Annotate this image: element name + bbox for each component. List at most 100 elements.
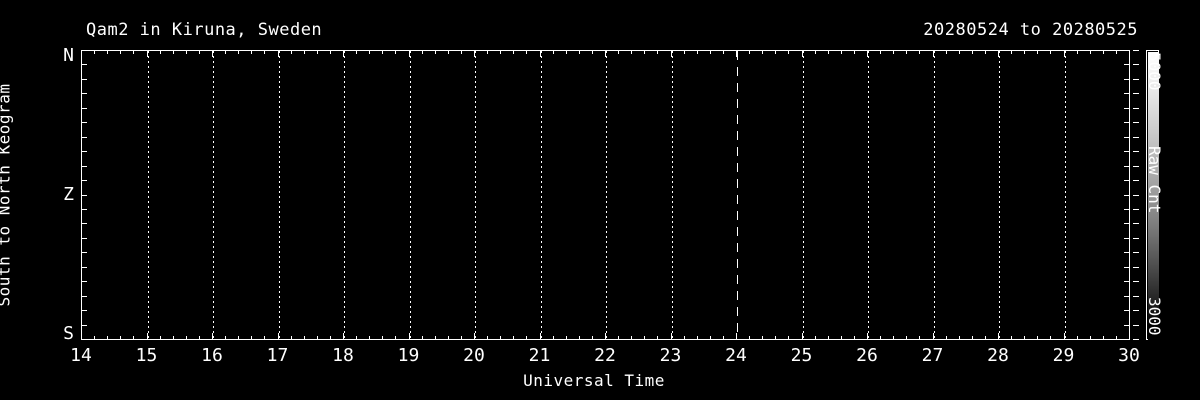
x-axis-tick-label: 23 bbox=[659, 345, 682, 366]
y-axis-tick bbox=[81, 180, 87, 182]
y-axis-tick bbox=[81, 151, 87, 153]
x-axis-minor-tick bbox=[513, 336, 515, 340]
x-axis-tick bbox=[670, 333, 672, 340]
x-axis-tick bbox=[343, 333, 344, 340]
x-axis-minor-tick bbox=[1102, 50, 1104, 54]
gridline bbox=[606, 51, 607, 339]
y-axis-tick bbox=[1124, 151, 1130, 153]
colorbar-tick bbox=[1133, 237, 1139, 239]
x-axis-minor-tick bbox=[290, 336, 292, 340]
x-axis-tick bbox=[1063, 50, 1065, 57]
x-axis-minor-tick bbox=[369, 50, 371, 54]
colorbar-tick bbox=[1133, 107, 1139, 109]
y-axis-tick bbox=[1124, 324, 1130, 326]
y-axis-tick bbox=[1124, 107, 1130, 109]
x-axis-minor-tick bbox=[1076, 336, 1078, 340]
x-axis-minor-tick bbox=[618, 336, 620, 340]
x-axis-minor-tick bbox=[631, 336, 633, 340]
x-axis-tick-label: 17 bbox=[266, 345, 289, 366]
x-axis-tick bbox=[539, 50, 541, 57]
x-axis-minor-tick bbox=[395, 336, 397, 340]
x-axis-tick-label: 30 bbox=[1118, 345, 1140, 366]
gridline bbox=[278, 51, 280, 339]
x-axis-minor-tick bbox=[840, 336, 842, 340]
x-axis-minor-tick bbox=[238, 50, 240, 54]
x-axis-minor-tick bbox=[94, 50, 96, 54]
colorbar-tick bbox=[1133, 252, 1139, 254]
gridline bbox=[540, 51, 542, 339]
x-axis-minor-tick bbox=[578, 336, 580, 340]
x-axis-minor-tick bbox=[421, 336, 423, 340]
x-axis-minor-tick bbox=[225, 336, 227, 340]
x-axis-minor-tick bbox=[500, 336, 502, 340]
x-axis-minor-tick bbox=[958, 336, 960, 340]
x-axis-minor-tick bbox=[683, 50, 685, 54]
x-axis-minor-tick bbox=[303, 50, 305, 54]
y-axis-tick bbox=[81, 324, 87, 326]
x-axis-minor-tick bbox=[971, 336, 973, 340]
y-axis-tick-label: Z bbox=[63, 184, 74, 205]
x-axis-tick bbox=[736, 333, 737, 340]
midnight-marker-line bbox=[737, 51, 739, 339]
x-axis-minor-tick bbox=[971, 50, 973, 54]
colorbar-min-label: 3000 bbox=[1145, 297, 1164, 336]
x-axis-minor-tick bbox=[906, 50, 908, 54]
y-axis-tick bbox=[81, 165, 87, 167]
gridline bbox=[475, 51, 476, 339]
x-axis-tick bbox=[1063, 333, 1065, 340]
colorbar-tick bbox=[1133, 180, 1139, 182]
x-axis-minor-tick bbox=[775, 50, 777, 54]
x-axis-minor-tick bbox=[696, 50, 698, 54]
y-axis-tick bbox=[81, 252, 87, 254]
colorbar-tick bbox=[1133, 50, 1139, 51]
x-axis-tick-label: 28 bbox=[987, 345, 1009, 366]
x-axis-tick bbox=[801, 333, 803, 340]
y-axis-tick bbox=[1124, 93, 1130, 95]
x-axis-tick-label: 24 bbox=[725, 345, 747, 366]
x-axis-minor-tick bbox=[185, 50, 187, 54]
colorbar-tick bbox=[1133, 78, 1139, 80]
x-axis-tick-label: 19 bbox=[397, 345, 420, 366]
keogram-image-canvas bbox=[82, 51, 1129, 339]
x-axis-minor-tick bbox=[264, 50, 266, 54]
x-axis-minor-tick bbox=[107, 336, 109, 340]
x-axis-minor-tick bbox=[1115, 336, 1117, 340]
y-axis-tick bbox=[81, 237, 87, 239]
x-axis-tick bbox=[801, 50, 803, 57]
x-axis-minor-tick bbox=[133, 336, 135, 340]
x-axis-minor-tick bbox=[1115, 50, 1117, 54]
x-axis-minor-tick bbox=[591, 50, 593, 54]
y-axis-tick bbox=[81, 93, 87, 95]
colorbar-tick bbox=[1133, 165, 1139, 167]
x-axis-minor-tick bbox=[775, 336, 777, 340]
x-axis-minor-tick bbox=[434, 336, 436, 340]
x-axis-tick bbox=[81, 333, 82, 340]
x-axis-minor-tick bbox=[565, 50, 567, 54]
x-axis-tick bbox=[212, 333, 213, 340]
x-axis-minor-tick bbox=[919, 336, 921, 340]
x-axis-tick bbox=[998, 333, 999, 340]
x-axis-tick bbox=[474, 333, 475, 340]
y-axis-tick bbox=[1124, 64, 1130, 66]
x-axis-minor-tick bbox=[356, 50, 358, 54]
colorbar-tick bbox=[1133, 122, 1139, 124]
y-axis-tick bbox=[1124, 122, 1130, 124]
x-axis-tick bbox=[212, 50, 213, 57]
x-axis-minor-tick bbox=[749, 50, 751, 54]
x-axis-minor-tick bbox=[788, 50, 790, 54]
x-axis-minor-tick bbox=[198, 336, 200, 340]
colorbar-gradient bbox=[1148, 52, 1159, 340]
x-axis-minor-tick bbox=[382, 336, 384, 340]
x-axis-minor-tick bbox=[460, 50, 462, 54]
x-axis-minor-tick bbox=[1050, 50, 1052, 54]
y-axis-tick bbox=[81, 281, 87, 283]
x-axis-minor-tick bbox=[107, 50, 109, 54]
x-axis-minor-tick bbox=[356, 336, 358, 340]
x-axis-minor-tick bbox=[1011, 336, 1013, 340]
y-axis-tick-label: N bbox=[63, 45, 74, 66]
x-axis-tick-label: 21 bbox=[528, 345, 551, 366]
colorbar-tick bbox=[1133, 223, 1139, 225]
gridline bbox=[868, 51, 869, 339]
gridline bbox=[999, 51, 1000, 339]
x-axis-minor-tick bbox=[460, 336, 462, 340]
